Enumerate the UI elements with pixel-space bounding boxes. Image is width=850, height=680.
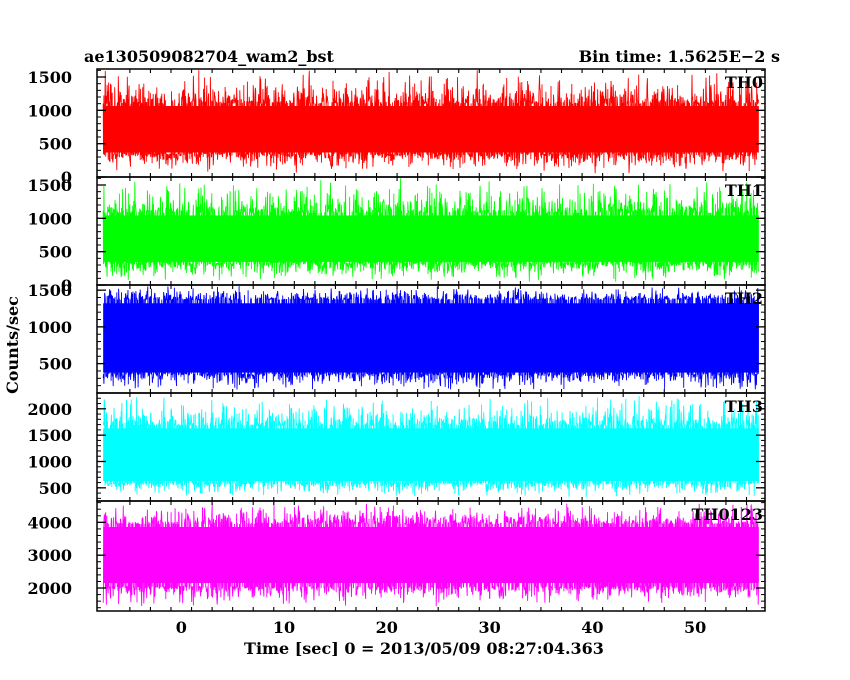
x-axis: 0 10 20 30 40 50: [176, 618, 707, 637]
x-axis-label: Time [sec] 0 = 2013/05/09 08:27:04.363: [244, 639, 604, 658]
y-tick-label: 500: [39, 355, 72, 374]
series-band-th3: [103, 428, 759, 481]
y-axis-label: Counts/sec: [3, 296, 22, 394]
y-tick-label: 4000: [27, 513, 72, 532]
y-tick-label: 1000: [27, 452, 72, 471]
panels: 0 500 1000 1500 TH0 0 500 1000 1500 TH1 500 1000 150…: [27, 68, 766, 612]
panel-label: TH0123: [691, 505, 763, 524]
panel-label: TH0: [725, 73, 763, 92]
figure-title: ae130509082704_wam2_bst: [84, 47, 335, 66]
y-tick-label: 1500: [27, 68, 72, 87]
panel-label: TH3: [725, 397, 763, 416]
y-tick-label: 500: [39, 479, 72, 498]
panel-th0: 0 500 1000 1500 TH0: [27, 68, 766, 187]
panel-label: TH1: [725, 181, 763, 200]
x-tick-label: 20: [376, 618, 398, 637]
x-tick-label: 50: [684, 618, 706, 637]
panel-frame: [96, 500, 766, 612]
y-tick-label: 2000: [27, 400, 72, 419]
series-band-th0: [103, 106, 759, 153]
y-tick-label: 3000: [27, 546, 72, 565]
panel-th2: 500 1000 1500 TH2: [27, 281, 766, 394]
series-band-th0123: [103, 527, 759, 584]
y-tick-label: 1000: [27, 318, 72, 337]
panel-th3: 500 1000 1500 2000 TH3: [27, 392, 766, 502]
series-band-th2: [103, 303, 759, 373]
y-tick-label: 1500: [27, 281, 72, 300]
y-tick-label: 1000: [27, 209, 72, 228]
y-tick-label: 500: [39, 135, 72, 154]
y-tick-label: 2000: [27, 579, 72, 598]
x-tick-label: 40: [581, 618, 603, 637]
panel-th0123: 2000 3000 4000 TH0123: [27, 500, 766, 612]
y-tick-label: 0: [61, 168, 72, 187]
x-tick-label: 30: [478, 618, 500, 637]
bin-time-label: Bin time: 1.5625E−2 s: [579, 47, 780, 66]
y-tick-label: 1500: [27, 426, 72, 445]
y-tick-label: 1500: [27, 176, 72, 195]
panel-th1: 0 500 1000 1500 TH1: [27, 176, 766, 295]
series-band-th1: [103, 215, 759, 262]
x-tick-label: 0: [176, 618, 187, 637]
y-tick-label: 0: [61, 276, 72, 295]
panel-label: TH2: [725, 289, 763, 308]
series-line-th3: [102, 395, 759, 498]
y-tick-label: 1000: [27, 101, 72, 120]
series-line-th1: [102, 178, 759, 282]
y-tick-label: 500: [39, 243, 72, 262]
x-tick-label: 10: [273, 618, 295, 637]
